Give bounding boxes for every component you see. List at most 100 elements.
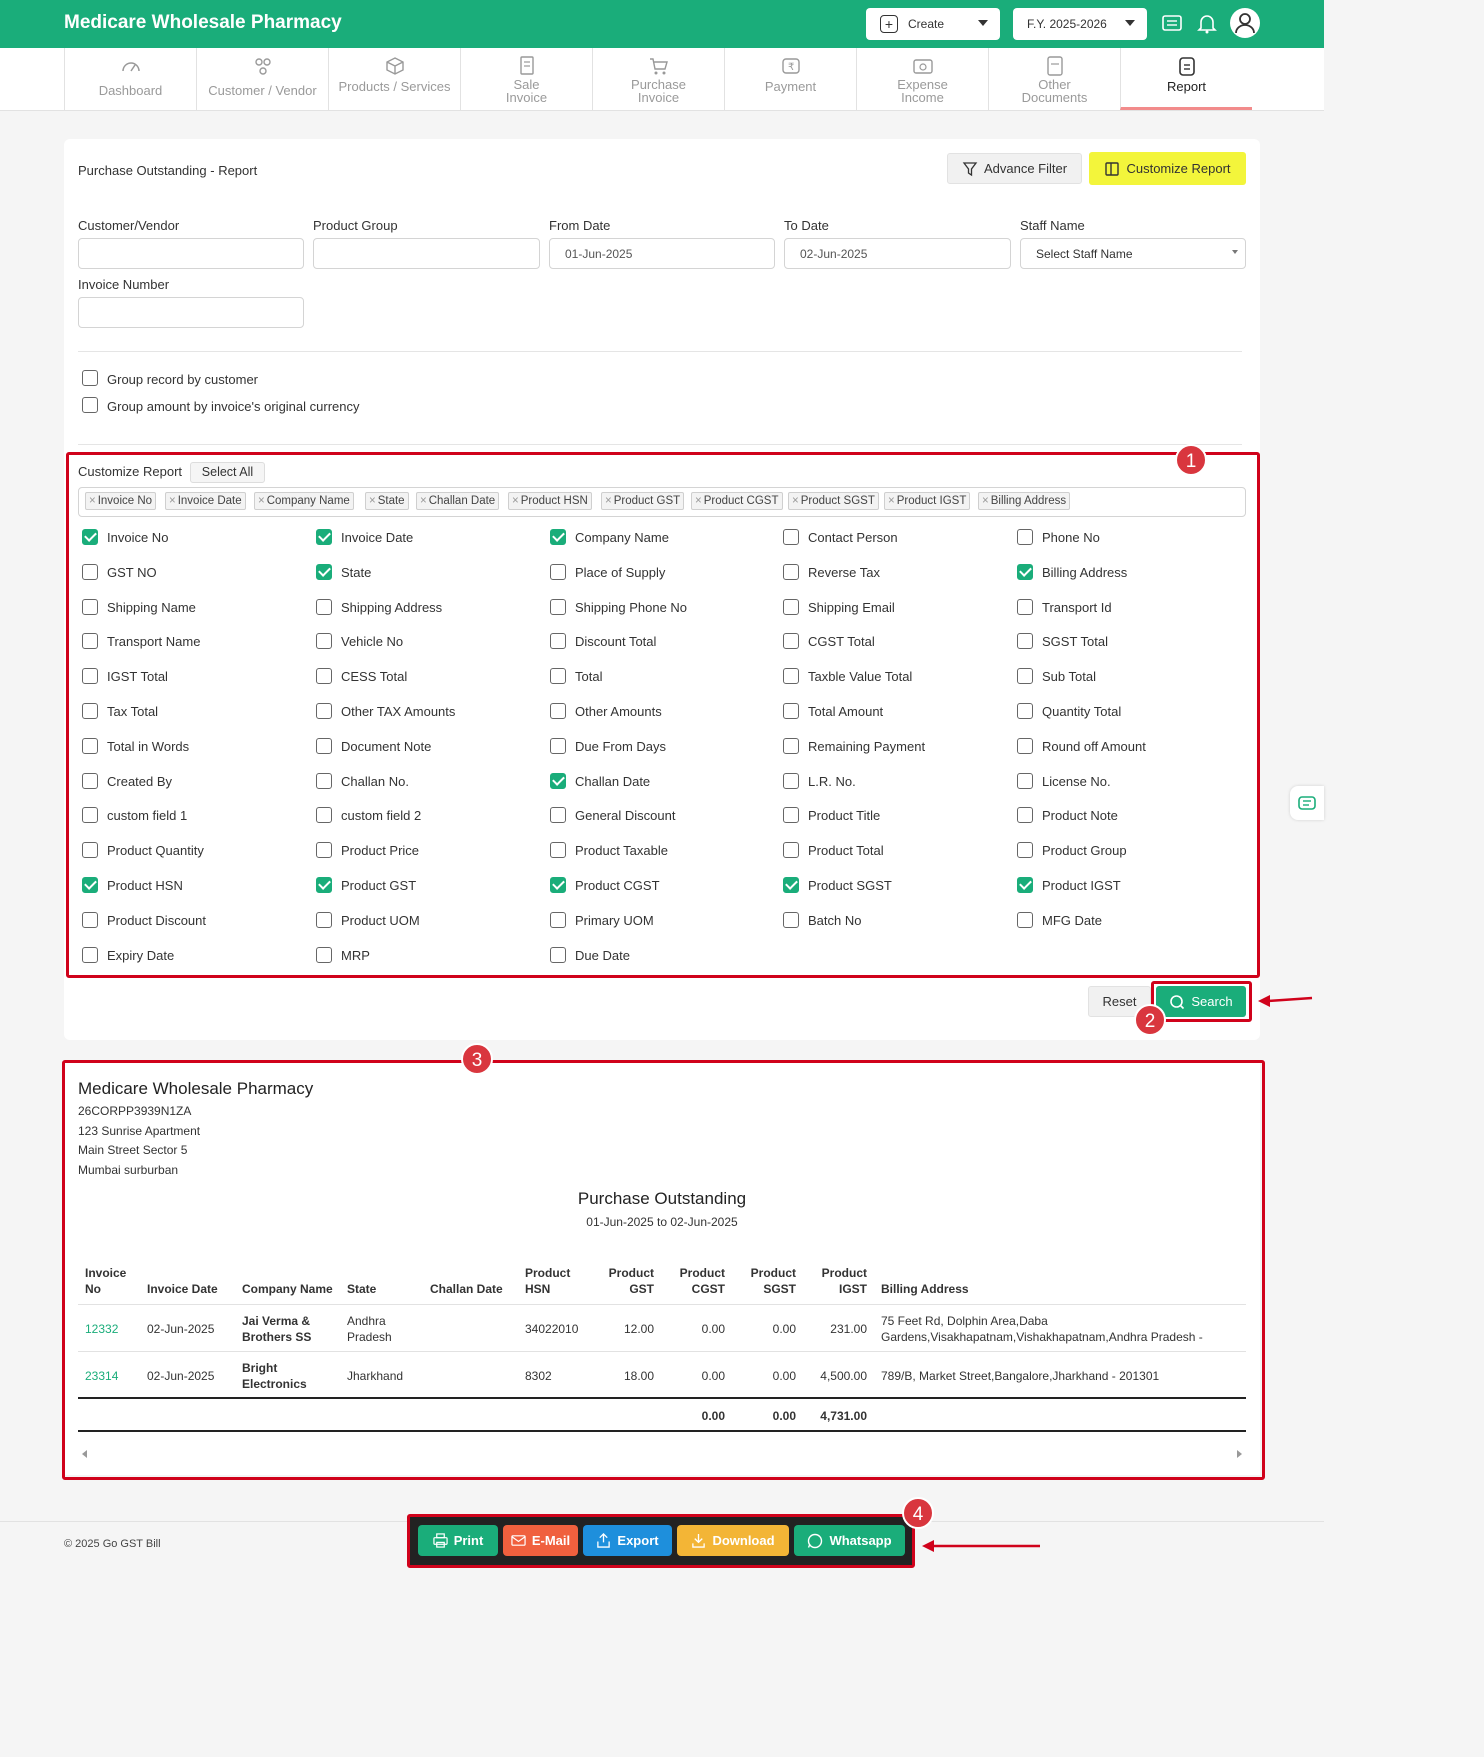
column-checkbox[interactable] (82, 668, 98, 685)
column-checkbox[interactable] (316, 598, 332, 615)
column-checkbox[interactable] (1017, 598, 1033, 615)
remove-tag-icon[interactable]: × (605, 495, 612, 507)
nav-expense-income[interactable]: Expense Income (856, 48, 988, 110)
search-button[interactable]: Search (1156, 986, 1246, 1017)
column-checkbox[interactable] (316, 633, 332, 650)
column-checkbox[interactable] (783, 703, 799, 719)
column-checkbox[interactable] (550, 877, 566, 893)
create-button[interactable]: + Create (866, 8, 1000, 40)
column-checkbox[interactable] (82, 772, 98, 789)
column-checkbox[interactable] (1017, 668, 1033, 685)
remove-tag-icon[interactable]: × (369, 495, 376, 507)
column-checkbox[interactable] (316, 911, 332, 928)
remove-tag-icon[interactable]: × (169, 495, 176, 507)
nav-dashboard[interactable]: Dashboard (64, 48, 196, 110)
group-by-customer-checkbox[interactable] (82, 370, 98, 386)
keyboard-icon[interactable] (1161, 12, 1183, 34)
selected-column-tag[interactable]: × Product HSN (508, 492, 592, 510)
column-checkbox[interactable] (82, 946, 98, 963)
remove-tag-icon[interactable]: × (982, 495, 989, 507)
user-avatar[interactable] (1230, 8, 1260, 38)
column-checkbox[interactable] (550, 668, 566, 685)
selected-column-tag[interactable]: × Billing Address (978, 492, 1071, 510)
nav-report[interactable]: Report (1120, 48, 1252, 110)
column-checkbox[interactable] (783, 598, 799, 615)
selected-column-tag[interactable]: × Product GST (601, 492, 685, 510)
column-checkbox[interactable] (783, 807, 799, 824)
column-checkbox[interactable] (82, 563, 98, 580)
column-checkbox[interactable] (550, 807, 566, 824)
column-checkbox[interactable] (82, 807, 98, 824)
column-checkbox[interactable] (783, 563, 799, 580)
from-date-input[interactable]: 01-Jun-2025 (549, 238, 775, 269)
to-date-input[interactable]: 02-Jun-2025 (784, 238, 1011, 269)
column-checkbox[interactable] (1017, 529, 1033, 545)
selected-column-tag[interactable]: × Product CGST (691, 492, 783, 510)
column-checkbox[interactable] (316, 737, 332, 754)
download-button[interactable]: Download (677, 1525, 789, 1556)
column-checkbox[interactable] (550, 633, 566, 650)
column-checkbox[interactable] (550, 911, 566, 928)
column-checkbox[interactable] (82, 842, 98, 859)
column-checkbox[interactable] (550, 563, 566, 580)
invoice-link[interactable]: 23314 (85, 1369, 119, 1383)
column-checkbox[interactable] (783, 772, 799, 789)
print-button[interactable]: Print (418, 1525, 498, 1556)
column-checkbox[interactable] (1017, 842, 1033, 859)
remove-tag-icon[interactable]: × (258, 495, 265, 507)
nav-products-services[interactable]: Products / Services (328, 48, 460, 110)
column-checkbox[interactable] (316, 563, 332, 580)
nav-purchase-invoice[interactable]: Purchase Invoice (592, 48, 724, 110)
customer-vendor-input[interactable] (78, 238, 304, 269)
selected-column-tag[interactable]: × Company Name (254, 492, 354, 510)
product-group-input[interactable] (313, 238, 540, 269)
selected-column-tag[interactable]: × Invoice Date (165, 492, 246, 510)
column-checkbox[interactable] (550, 842, 566, 859)
column-checkbox[interactable] (783, 877, 799, 893)
column-checkbox[interactable] (783, 737, 799, 754)
export-button[interactable]: Export (583, 1525, 672, 1556)
remove-tag-icon[interactable]: × (888, 495, 895, 507)
column-checkbox[interactable] (550, 598, 566, 615)
whatsapp-button[interactable]: Whatsapp (794, 1525, 905, 1556)
column-checkbox[interactable] (1017, 563, 1033, 580)
column-checkbox[interactable] (316, 703, 332, 719)
column-checkbox[interactable] (1017, 911, 1033, 928)
column-checkbox[interactable] (1017, 703, 1033, 719)
column-checkbox[interactable] (82, 911, 98, 928)
selected-column-tag[interactable]: × Product SGST (788, 492, 879, 510)
column-checkbox[interactable] (1017, 877, 1033, 893)
column-checkbox[interactable] (1017, 633, 1033, 650)
column-checkbox[interactable] (1017, 772, 1033, 789)
group-by-currency-checkbox[interactable] (82, 397, 98, 413)
select-all-button[interactable]: Select All (190, 462, 265, 483)
column-checkbox[interactable] (316, 946, 332, 963)
column-checkbox[interactable] (783, 842, 799, 859)
column-checkbox[interactable] (783, 668, 799, 685)
column-checkbox[interactable] (316, 807, 332, 824)
column-checkbox[interactable] (316, 668, 332, 685)
column-checkbox[interactable] (316, 772, 332, 789)
column-checkbox[interactable] (550, 946, 566, 963)
column-checkbox[interactable] (316, 842, 332, 859)
column-checkbox[interactable] (82, 633, 98, 650)
invoice-number-input[interactable] (78, 297, 304, 328)
nav-customer-vendor[interactable]: Customer / Vendor (196, 48, 328, 110)
selected-column-tag[interactable]: × State (365, 492, 409, 510)
bell-icon[interactable] (1196, 12, 1218, 34)
column-checkbox[interactable] (550, 772, 566, 789)
scroll-right-icon[interactable] (1237, 1450, 1242, 1458)
staff-name-select[interactable]: Select Staff Name (1020, 238, 1246, 269)
selected-column-tag[interactable]: × Invoice No (85, 492, 157, 510)
invoice-link[interactable]: 12332 (85, 1322, 119, 1336)
column-checkbox[interactable] (82, 737, 98, 754)
column-checkbox[interactable] (82, 598, 98, 615)
column-checkbox[interactable] (82, 877, 98, 893)
column-checkbox[interactable] (783, 911, 799, 928)
remove-tag-icon[interactable]: × (695, 495, 702, 507)
column-checkbox[interactable] (550, 529, 566, 545)
column-checkbox[interactable] (1017, 807, 1033, 824)
remove-tag-icon[interactable]: × (512, 495, 519, 507)
column-checkbox[interactable] (316, 877, 332, 893)
nav-other-documents[interactable]: Other Documents (988, 48, 1120, 110)
